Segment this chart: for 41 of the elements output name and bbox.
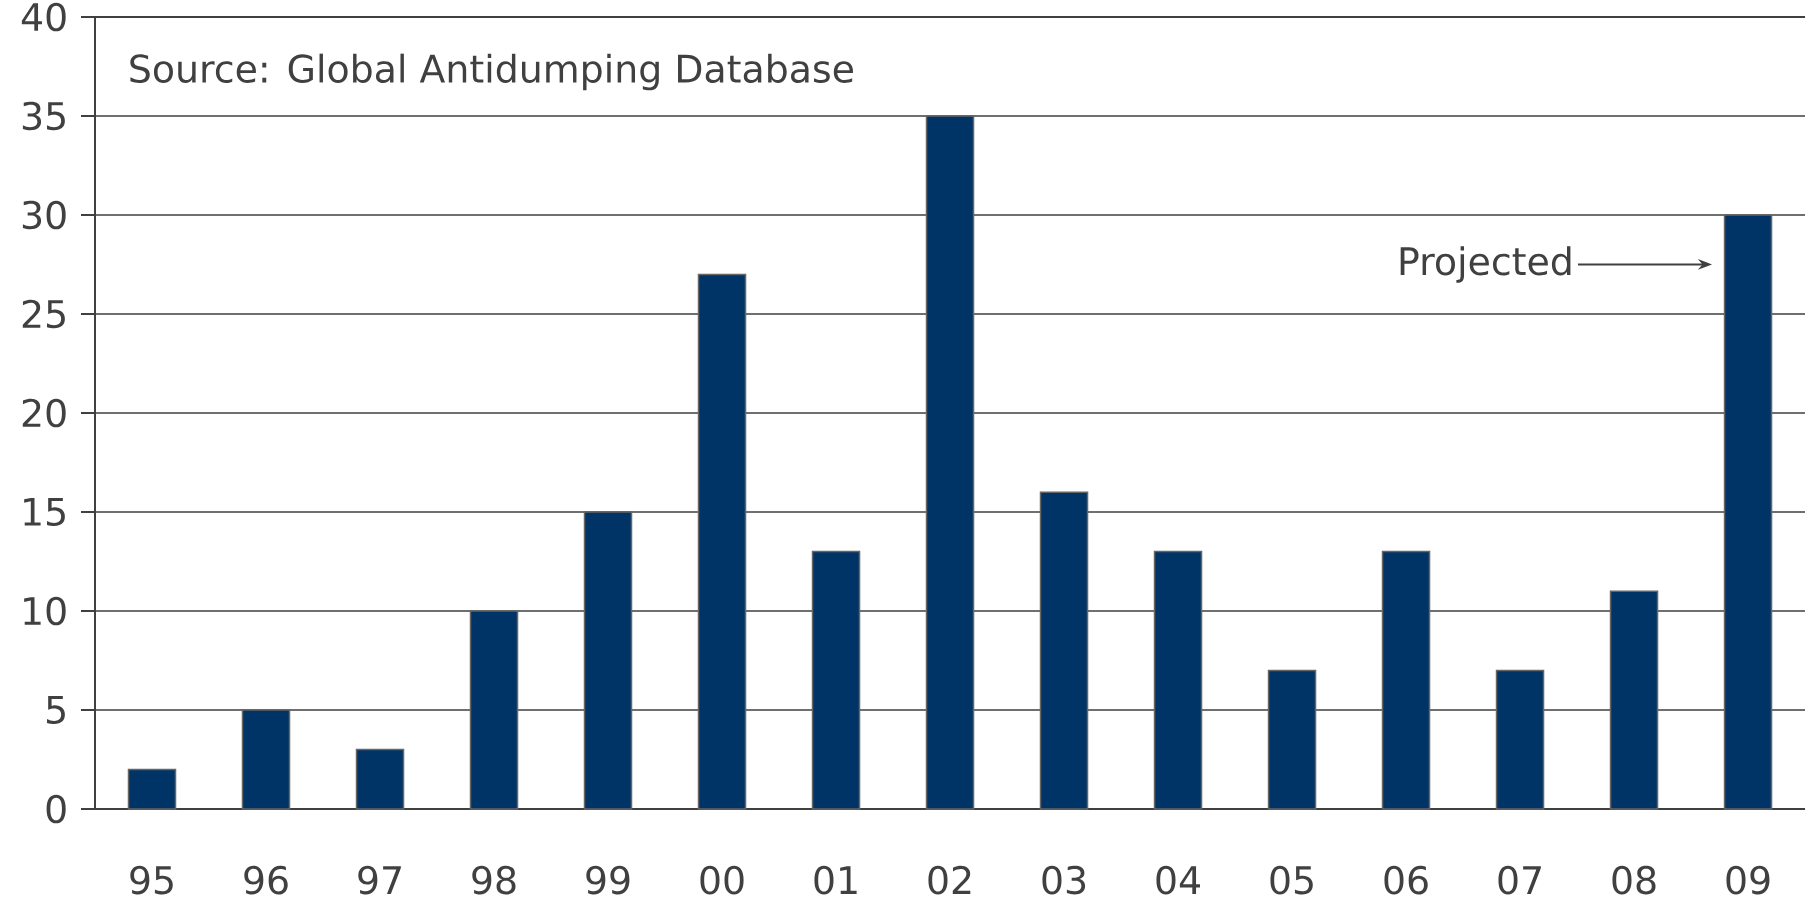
bar: [925, 115, 975, 810]
x-tick-label: 95: [130, 865, 173, 895]
bar: [697, 273, 747, 810]
bar: [1153, 550, 1203, 810]
y-tick-label: 5: [47, 695, 65, 725]
x-tick-label: 05: [1270, 865, 1313, 895]
bar: [1267, 669, 1317, 810]
x-tick-label: 97: [358, 865, 401, 895]
annotation: Projected: [1400, 246, 1571, 283]
x-tick-label: 09: [1726, 865, 1770, 895]
x-tick-label: 00: [700, 865, 744, 895]
y-tick-label: 15: [24, 497, 65, 527]
bar: [355, 748, 405, 810]
y-tick-label: 25: [22, 299, 65, 329]
y-tick-label: 40: [21, 2, 66, 32]
x-tick-label: 03: [1042, 865, 1086, 895]
y-tick-label: 35: [22, 101, 65, 131]
x-tick-label: 96: [244, 865, 288, 895]
bar: [127, 768, 177, 810]
y-tick-label: 20: [22, 398, 66, 428]
x-tick-label: 02: [928, 865, 971, 895]
bar: [241, 709, 291, 810]
bar: [1039, 491, 1089, 810]
bar: [1381, 550, 1431, 810]
bar: [1609, 590, 1659, 810]
x-tick-label: 99: [586, 865, 630, 895]
y-tick-label: 0: [46, 794, 66, 824]
bar: [583, 511, 633, 810]
x-tick-label: 08: [1612, 865, 1656, 895]
x-tick-label: 01: [814, 865, 857, 895]
y-tick-label: 30: [22, 200, 66, 230]
x-tick-label: 06: [1384, 865, 1428, 895]
x-tick-label: 07: [1498, 865, 1541, 895]
bar: [1723, 214, 1773, 810]
y-tick-label: 10: [24, 596, 66, 626]
bar: [469, 610, 519, 810]
x-tick-label: 04: [1156, 865, 1200, 895]
annotation: Source: Global Antidumping Database: [130, 53, 853, 91]
x-tick-label: 98: [472, 865, 516, 895]
bar: [811, 550, 861, 810]
bar: [1495, 669, 1545, 810]
